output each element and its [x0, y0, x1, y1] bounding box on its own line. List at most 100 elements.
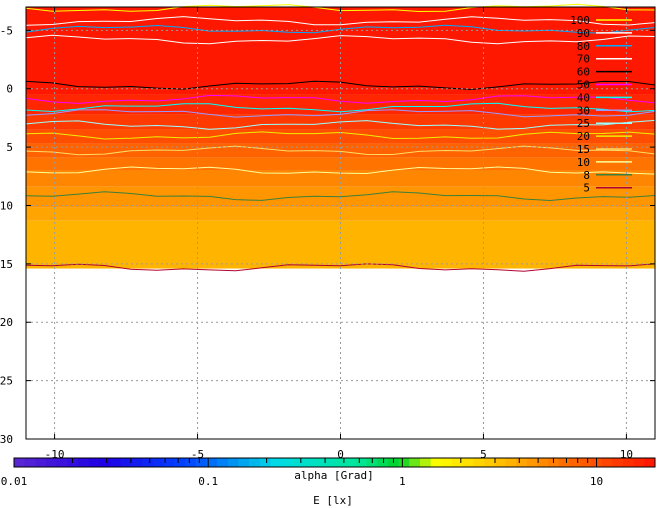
contour-line: [25, 16, 656, 26]
colorbar-segment: [302, 458, 314, 467]
colorbar-segment: [516, 458, 528, 467]
colorbar-segment: [281, 458, 293, 467]
colorbar-segment: [409, 458, 421, 467]
contour-line: [25, 24, 656, 34]
contour-line: [25, 119, 656, 130]
legend-label: 15: [577, 143, 590, 156]
colorbar-segment: [569, 458, 581, 467]
colorbar-segment: [46, 458, 58, 467]
colorbar-segment: [78, 458, 90, 467]
colorbar-segment: [430, 458, 442, 467]
colorbar-segment: [206, 458, 218, 467]
colorbar-segment: [238, 458, 250, 467]
colorbar-ticks: 0.01 0.1 1 10: [1, 458, 656, 488]
x-tick-label: 5: [480, 448, 487, 461]
colorbar-segment: [558, 458, 571, 467]
legend-label: 20: [577, 130, 590, 143]
legend-label: 30: [577, 104, 590, 117]
colorbar-segment: [334, 458, 346, 467]
colorbar-segment: [270, 458, 282, 467]
legend-label: 60: [577, 66, 590, 79]
colorbar-axis-title: E [lx]: [313, 494, 353, 507]
colorbar-segment: [313, 458, 325, 467]
heatmap-band: [26, 207, 655, 221]
heatmap-band: [26, 143, 655, 158]
colorbar-segment: [227, 458, 239, 467]
colorbar-segment: [184, 458, 197, 467]
grid-lines: [26, 7, 655, 440]
contour-line: [25, 145, 656, 156]
heatmap-band: [26, 94, 655, 115]
colorbar-segment: [494, 458, 506, 467]
colorbar-segment: [163, 458, 175, 467]
x-tick-label: 0: [337, 448, 344, 461]
colorbar-segment: [142, 458, 154, 467]
colorbar-segment: [35, 458, 47, 467]
y-tick-label: 15: [0, 258, 13, 271]
colorbar-segment: [484, 458, 496, 467]
colorbar-segment: [644, 458, 656, 467]
colorbar-segment: [174, 458, 186, 467]
colorbar-segment: [537, 458, 549, 467]
legend-label: 90: [577, 27, 590, 40]
colorbar-segment: [249, 458, 261, 467]
legend-label: 10: [577, 156, 590, 169]
colorbar-segment: [291, 458, 303, 467]
colorbar-segment: [377, 458, 389, 467]
y-tick-label: 10: [0, 199, 13, 212]
colorbar-segment: [633, 458, 645, 467]
colorbar-segment: [419, 458, 432, 467]
colorbar-segment: [462, 458, 474, 467]
colorbar-segment: [355, 458, 368, 467]
contour-line: [25, 109, 656, 118]
colorbar-tick-label: 0.1: [198, 475, 218, 488]
colorbar-segment: [88, 458, 100, 467]
colorbar-segment: [601, 458, 613, 467]
colorbar-segment: [56, 458, 68, 467]
contour-line: [25, 34, 656, 45]
colorbar-segment: [67, 458, 79, 467]
colorbar-segment: [580, 458, 592, 467]
colorbar-segment: [398, 458, 410, 467]
legend-label: 80: [577, 40, 590, 53]
contour-line: [25, 102, 656, 113]
colorbar-segment: [622, 458, 635, 467]
colorbar-segment: [612, 458, 624, 467]
legend-label: 25: [577, 117, 590, 130]
colorbar-segment: [216, 458, 229, 467]
colorbar-tick-label: 0.01: [1, 475, 28, 488]
colorbar: [13, 457, 656, 468]
colorbar-segment: [131, 458, 143, 467]
colorbar-segment: [526, 458, 538, 467]
colorbar-tick-label: 10: [590, 475, 603, 488]
legend-label: 100: [570, 14, 590, 27]
colorbar-segment: [323, 458, 335, 467]
contour-line: [25, 191, 656, 202]
contour-line: [25, 94, 656, 104]
colorbar-segment: [152, 458, 165, 467]
legend-label: 5: [583, 182, 590, 195]
colorbar-segment: [195, 458, 207, 467]
y-tick-label: 5: [6, 141, 13, 154]
colorbar-segment: [441, 458, 453, 467]
colorbar-segment: [14, 458, 26, 467]
y-tick-label: 25: [0, 375, 13, 388]
y-tick-label: -5: [0, 24, 13, 37]
legend-label: 50: [577, 79, 590, 92]
heatmap-band: [26, 129, 655, 144]
colorbar-segment: [505, 458, 517, 467]
legend-label: 40: [577, 91, 590, 104]
colorbar-segment: [24, 458, 36, 467]
y-tick-label: 30: [0, 433, 13, 446]
colorbar-segment: [452, 458, 464, 467]
legend-label: 8: [583, 169, 590, 182]
colorbar-segment: [99, 458, 111, 467]
colorbar-tick-label: 1: [399, 475, 406, 488]
y-tick-label: 20: [0, 316, 13, 329]
colorbar-segment: [259, 458, 271, 467]
colorbar-legend-title: alpha [Grad]: [294, 469, 373, 482]
heatmap-bands: [26, 7, 655, 269]
